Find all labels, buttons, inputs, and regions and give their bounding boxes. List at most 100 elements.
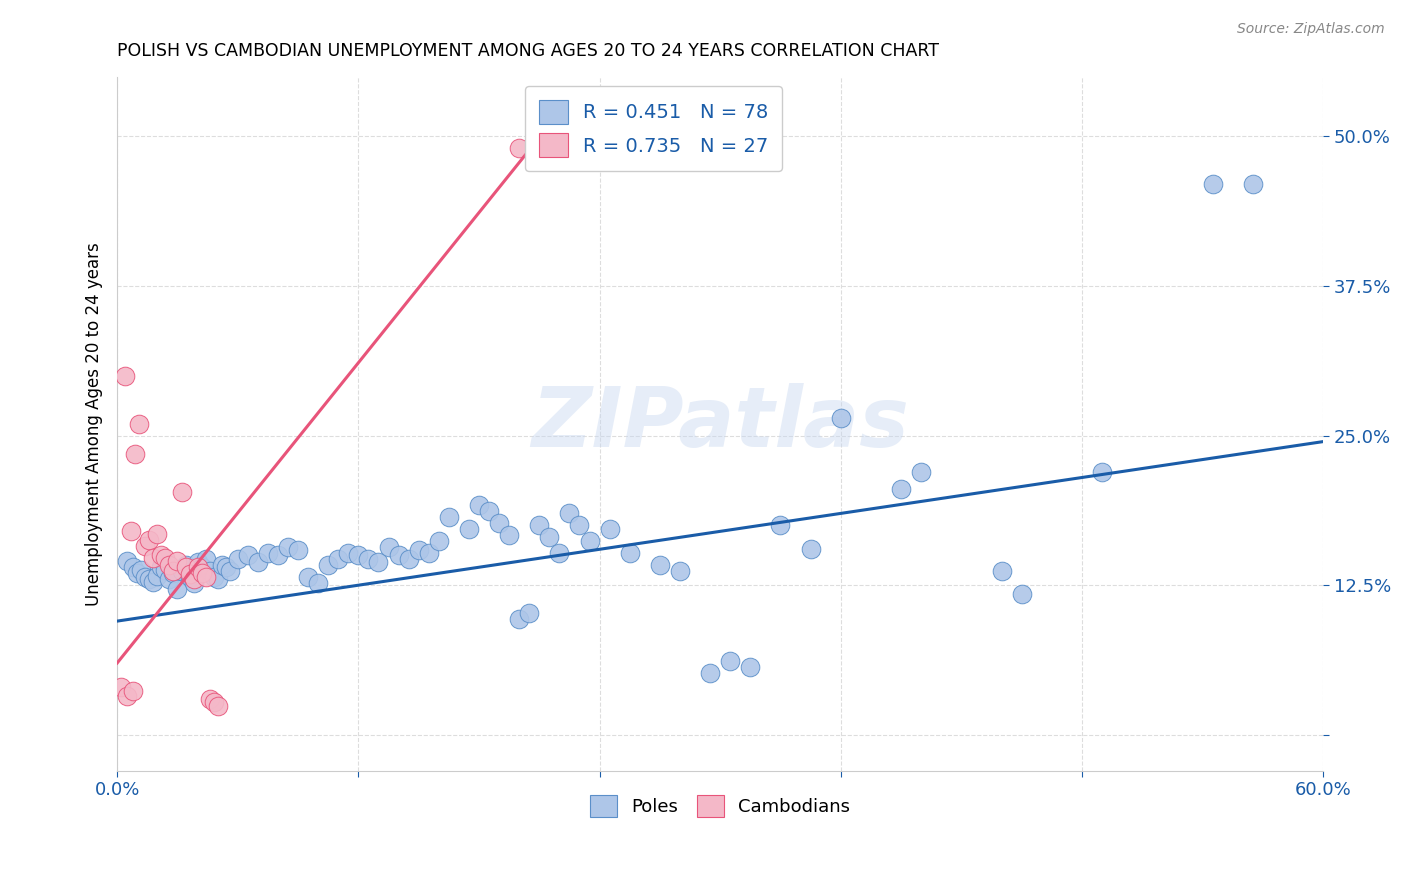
Point bbox=[568, 518, 591, 533]
Point bbox=[142, 574, 165, 589]
Point bbox=[367, 556, 389, 570]
Point bbox=[146, 526, 169, 541]
Point bbox=[740, 659, 762, 673]
Point bbox=[155, 563, 177, 577]
Point bbox=[910, 465, 932, 479]
Point bbox=[159, 572, 181, 586]
Text: ZIPatlas: ZIPatlas bbox=[531, 384, 910, 464]
Point bbox=[498, 528, 520, 542]
Point bbox=[150, 549, 173, 563]
Point bbox=[170, 484, 193, 499]
Point bbox=[194, 570, 217, 584]
Point bbox=[202, 696, 225, 710]
Point bbox=[488, 516, 510, 530]
Point bbox=[468, 498, 491, 512]
Point bbox=[146, 568, 169, 582]
Point bbox=[120, 524, 142, 539]
Point bbox=[166, 554, 188, 568]
Point bbox=[115, 690, 138, 704]
Point bbox=[215, 560, 238, 574]
Point bbox=[131, 563, 153, 577]
Point bbox=[179, 570, 201, 584]
Point bbox=[437, 510, 460, 524]
Point bbox=[316, 558, 339, 572]
Point bbox=[246, 556, 269, 570]
Point bbox=[122, 683, 145, 698]
Point bbox=[427, 533, 450, 548]
Point bbox=[357, 552, 380, 566]
Point bbox=[1241, 178, 1264, 192]
Point bbox=[138, 572, 160, 586]
Point bbox=[387, 549, 409, 563]
Point bbox=[669, 564, 692, 578]
Point bbox=[187, 556, 209, 570]
Point bbox=[619, 546, 641, 560]
Point bbox=[115, 554, 138, 568]
Point bbox=[517, 606, 540, 620]
Point bbox=[138, 533, 160, 547]
Point bbox=[478, 504, 501, 518]
Point bbox=[699, 665, 721, 680]
Point bbox=[179, 567, 201, 582]
Point bbox=[558, 507, 581, 521]
Point bbox=[155, 550, 177, 565]
Point bbox=[190, 566, 212, 581]
Point bbox=[328, 552, 350, 566]
Point bbox=[128, 417, 150, 431]
Point bbox=[218, 564, 240, 578]
Point bbox=[150, 560, 173, 574]
Point bbox=[207, 699, 229, 714]
Point bbox=[1011, 586, 1033, 600]
Point bbox=[890, 483, 912, 497]
Point bbox=[287, 543, 309, 558]
Point bbox=[990, 564, 1012, 578]
Point bbox=[202, 570, 225, 584]
Point bbox=[398, 552, 420, 566]
Point bbox=[211, 558, 233, 572]
Point bbox=[769, 518, 792, 533]
Point bbox=[124, 446, 146, 460]
Point bbox=[198, 564, 221, 578]
Point bbox=[257, 546, 280, 560]
Point bbox=[538, 530, 561, 544]
Point bbox=[142, 550, 165, 565]
Point bbox=[830, 410, 852, 425]
Point bbox=[267, 549, 290, 563]
Point bbox=[297, 570, 319, 584]
Point bbox=[277, 540, 299, 554]
Point bbox=[162, 566, 184, 581]
Point bbox=[1091, 465, 1114, 479]
Point bbox=[187, 560, 209, 574]
Point bbox=[110, 680, 132, 694]
Point bbox=[190, 560, 212, 574]
Point bbox=[134, 539, 156, 553]
Point bbox=[127, 566, 149, 581]
Point bbox=[183, 575, 205, 590]
Point bbox=[800, 542, 823, 557]
Point bbox=[347, 549, 370, 563]
Point bbox=[508, 141, 530, 155]
Point bbox=[236, 549, 259, 563]
Point bbox=[307, 575, 329, 590]
Point bbox=[458, 522, 481, 536]
Point bbox=[122, 560, 145, 574]
Point bbox=[162, 564, 184, 578]
Legend: Poles, Cambodians: Poles, Cambodians bbox=[583, 788, 858, 824]
Point bbox=[159, 558, 181, 572]
Point bbox=[174, 558, 197, 572]
Point bbox=[718, 654, 741, 668]
Point bbox=[337, 546, 360, 560]
Text: Source: ZipAtlas.com: Source: ZipAtlas.com bbox=[1237, 22, 1385, 37]
Point bbox=[599, 522, 621, 536]
Point bbox=[418, 546, 440, 560]
Text: POLISH VS CAMBODIAN UNEMPLOYMENT AMONG AGES 20 TO 24 YEARS CORRELATION CHART: POLISH VS CAMBODIAN UNEMPLOYMENT AMONG A… bbox=[117, 42, 939, 60]
Point bbox=[194, 552, 217, 566]
Point bbox=[548, 546, 571, 560]
Point bbox=[207, 572, 229, 586]
Point bbox=[114, 368, 136, 383]
Point bbox=[508, 612, 530, 626]
Point bbox=[166, 582, 188, 596]
Point bbox=[377, 540, 399, 554]
Point bbox=[134, 570, 156, 584]
Point bbox=[1201, 178, 1223, 192]
